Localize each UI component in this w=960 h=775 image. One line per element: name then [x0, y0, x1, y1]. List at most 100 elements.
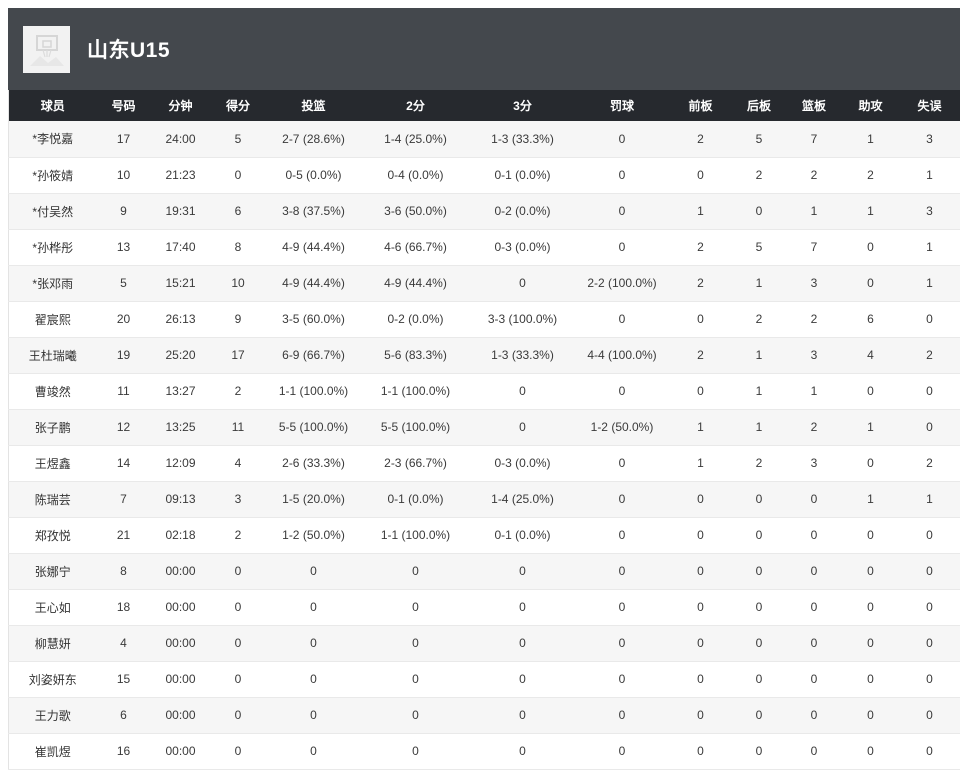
stat-cell: 17:40	[150, 229, 211, 266]
stat-cell: 4	[210, 445, 266, 482]
stat-cell: 00:00	[150, 625, 211, 662]
stat-cell: 02:18	[150, 517, 211, 554]
stat-cell: 25:20	[150, 337, 211, 374]
stat-cell: 0	[265, 697, 362, 734]
stat-cell: 0	[210, 697, 266, 734]
stat-cell: 00:00	[150, 697, 211, 734]
player-name-cell: 张娜宁	[8, 553, 97, 590]
stat-cell: 5	[732, 229, 786, 266]
column-header: 球员	[8, 90, 97, 121]
stat-cell: 6-9 (66.7%)	[265, 337, 362, 374]
stat-cell: 1	[898, 157, 960, 194]
team-name-title: 山东U15	[87, 39, 171, 62]
stat-cell: 3-8 (37.5%)	[265, 193, 362, 230]
stat-cell: 7	[785, 121, 843, 158]
stat-cell: 0	[842, 517, 899, 554]
stat-cell: 1	[668, 193, 733, 230]
stat-cell: 0	[785, 661, 843, 698]
stat-cell: 0-4 (0.0%)	[361, 157, 470, 194]
stat-cell: 0	[575, 193, 669, 230]
column-header: 罚球	[575, 90, 669, 121]
stat-cell: 3	[898, 121, 960, 158]
stat-cell: 16	[96, 733, 151, 770]
stat-cell: 1	[842, 409, 899, 446]
player-row: 王杜瑞曦 19 25:20 17 6-9 (66.7%) 5-6 (83.3%) 1-3 (…	[8, 337, 960, 374]
stat-cell: 0-1 (0.0%)	[469, 157, 576, 194]
stat-cell: 1	[732, 409, 786, 446]
stat-cell: 15:21	[150, 265, 211, 302]
player-row: 刘姿妍东 15 00:00 0 0 0 0 0 0 0 0 0 0	[8, 661, 960, 698]
stat-cell: 0	[575, 121, 669, 158]
stat-cell: 1	[842, 481, 899, 518]
stat-cell: 1-3 (33.3%)	[469, 121, 576, 158]
stat-cell: 0	[842, 625, 899, 662]
stat-cell: 0	[898, 625, 960, 662]
column-header: 失误	[898, 90, 960, 121]
stat-cell: 1-2 (50.0%)	[575, 409, 669, 446]
stat-cell: 0	[575, 157, 669, 194]
stat-cell: 2	[668, 337, 733, 374]
stat-cell: 0	[732, 661, 786, 698]
stat-cell: 0	[469, 409, 576, 446]
stat-cell: 0	[668, 301, 733, 338]
stat-cell: 0	[575, 301, 669, 338]
stat-cell: 1-4 (25.0%)	[469, 481, 576, 518]
stat-cell: 0	[898, 589, 960, 626]
player-name-cell: 翟宸熙	[8, 301, 97, 338]
player-name-cell: 王杜瑞曦	[8, 337, 97, 374]
stat-cell: 5-5 (100.0%)	[361, 409, 470, 446]
stat-cell: 0	[469, 697, 576, 734]
stat-cell: 1	[842, 121, 899, 158]
player-row: 柳慧妍 4 00:00 0 0 0 0 0 0 0 0 0 0	[8, 625, 960, 662]
team-logo	[23, 25, 70, 73]
stat-cell: 0	[785, 553, 843, 590]
player-name-cell: 郑孜悦	[8, 517, 97, 554]
stat-cell: 1	[898, 265, 960, 302]
player-stats-table-wrap: 球员 号码 分钟 得分 投篮 2分 3分 罚球 前板 后板 篮板 助攻 失误 *李悦嘉 17 24:00 5 2…	[8, 90, 960, 770]
stat-cell: 0	[898, 697, 960, 734]
stat-cell: 0	[668, 661, 733, 698]
stat-cell: 0	[785, 589, 843, 626]
team-header: 山东U15	[8, 8, 960, 90]
stat-cell: 2	[732, 157, 786, 194]
stat-cell: 3	[210, 481, 266, 518]
stat-cell: 4	[842, 337, 899, 374]
stat-cell: 0	[210, 553, 266, 590]
stat-cell: 9	[96, 193, 151, 230]
stat-cell: 2	[785, 301, 843, 338]
stat-cell: 0	[575, 697, 669, 734]
stat-cell: 2-3 (66.7%)	[361, 445, 470, 482]
player-row: 翟宸熙 20 26:13 9 3-5 (60.0%) 0-2 (0.0%) 3-3 (100…	[8, 301, 960, 338]
stat-cell: 0	[842, 589, 899, 626]
stat-cell: 0	[265, 733, 362, 770]
stat-cell: 0	[842, 661, 899, 698]
stat-cell: 19:31	[150, 193, 211, 230]
stat-cell: 0	[898, 301, 960, 338]
stat-cell: 00:00	[150, 589, 211, 626]
stat-cell: 0	[210, 661, 266, 698]
stat-cell: 0-1 (0.0%)	[469, 517, 576, 554]
stat-cell: 4-9 (44.4%)	[265, 229, 362, 266]
stat-cell: 0	[210, 733, 266, 770]
stat-cell: 00:00	[150, 661, 211, 698]
stat-cell: 17	[96, 121, 151, 158]
stat-cell: 7	[96, 481, 151, 518]
stat-cell: 20	[96, 301, 151, 338]
stat-cell: 0	[361, 625, 470, 662]
stat-cell: 0	[898, 373, 960, 410]
stat-cell: 1	[898, 481, 960, 518]
stat-cell: 0	[842, 445, 899, 482]
stat-cell: 1	[842, 193, 899, 230]
player-row: 王力歌 6 00:00 0 0 0 0 0 0 0 0 0 0	[8, 697, 960, 734]
stat-cell: 0-1 (0.0%)	[361, 481, 470, 518]
stat-cell: 0	[732, 625, 786, 662]
stat-cell: 1	[785, 193, 843, 230]
stat-cell: 0	[898, 733, 960, 770]
stat-cell: 0-2 (0.0%)	[361, 301, 470, 338]
column-header: 3分	[469, 90, 576, 121]
stat-cell: 3-3 (100.0%)	[469, 301, 576, 338]
player-name-cell: *付吴然	[8, 193, 97, 230]
stat-cell: 2-7 (28.6%)	[265, 121, 362, 158]
stat-cell: 0-3 (0.0%)	[469, 229, 576, 266]
